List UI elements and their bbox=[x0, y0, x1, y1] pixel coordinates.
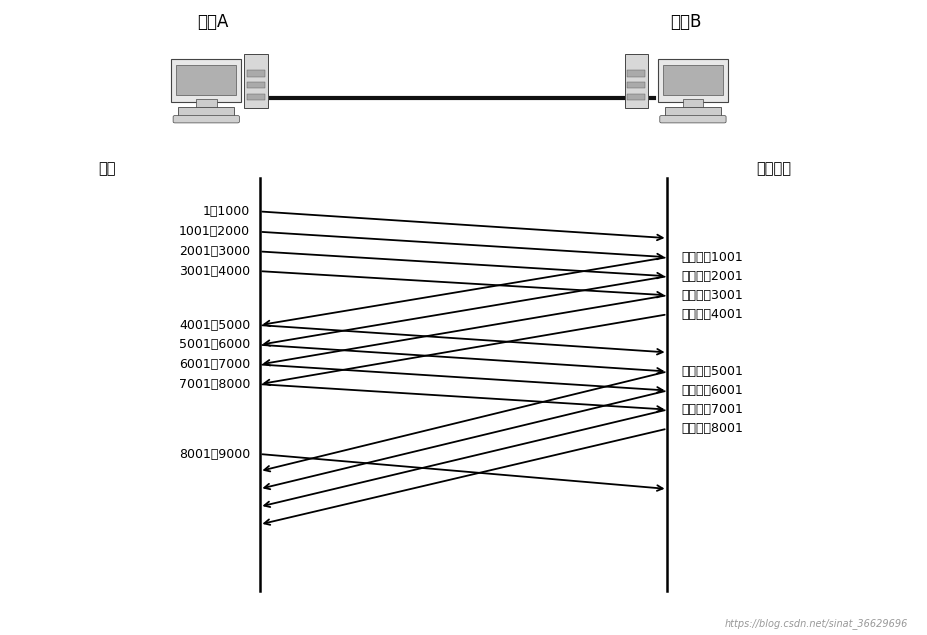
Text: 主机B: 主机B bbox=[670, 13, 702, 31]
Bar bbox=[245, 55, 268, 109]
Text: 主机A: 主机A bbox=[197, 13, 229, 31]
FancyBboxPatch shape bbox=[660, 116, 726, 123]
Bar bbox=[658, 59, 728, 102]
Bar bbox=[178, 107, 234, 116]
Text: 1001～2000: 1001～2000 bbox=[179, 225, 250, 238]
Bar bbox=[247, 94, 265, 100]
Bar bbox=[682, 99, 704, 109]
Bar bbox=[627, 94, 645, 100]
Text: 1～1000: 1～1000 bbox=[203, 205, 250, 218]
Bar bbox=[625, 55, 648, 109]
Bar bbox=[665, 107, 720, 116]
Text: 数据: 数据 bbox=[98, 161, 115, 176]
Text: 3001～4000: 3001～4000 bbox=[179, 265, 250, 277]
Bar bbox=[171, 59, 241, 102]
Bar bbox=[627, 82, 645, 88]
Text: 下一个是2001: 下一个是2001 bbox=[681, 270, 743, 283]
Text: 8001～9000: 8001～9000 bbox=[179, 448, 250, 460]
FancyBboxPatch shape bbox=[173, 116, 239, 123]
Text: 4001～5000: 4001～5000 bbox=[179, 319, 250, 331]
Text: 确认应答: 确认应答 bbox=[756, 161, 792, 176]
Bar bbox=[196, 99, 217, 109]
Bar bbox=[247, 70, 265, 76]
Text: 下一个是6001: 下一个是6001 bbox=[681, 384, 743, 397]
Text: 下一个是8001: 下一个是8001 bbox=[681, 422, 743, 435]
Text: 下一个是7001: 下一个是7001 bbox=[681, 403, 743, 416]
Bar bbox=[627, 70, 645, 76]
Text: 7001～8000: 7001～8000 bbox=[179, 378, 250, 391]
Text: 下一个是5001: 下一个是5001 bbox=[681, 365, 743, 378]
Text: 5001～6000: 5001～6000 bbox=[179, 338, 250, 351]
Bar bbox=[176, 65, 236, 95]
Bar bbox=[663, 65, 723, 95]
Text: 下一个是1001: 下一个是1001 bbox=[681, 251, 743, 264]
Bar bbox=[247, 82, 265, 88]
Text: 下一个是3001: 下一个是3001 bbox=[681, 289, 743, 302]
Text: 下一个是4001: 下一个是4001 bbox=[681, 308, 743, 321]
Text: 6001～7000: 6001～7000 bbox=[179, 358, 250, 371]
Text: 2001～3000: 2001～3000 bbox=[179, 245, 250, 258]
Text: https://blog.csdn.net/sinat_36629696: https://blog.csdn.net/sinat_36629696 bbox=[725, 618, 908, 629]
